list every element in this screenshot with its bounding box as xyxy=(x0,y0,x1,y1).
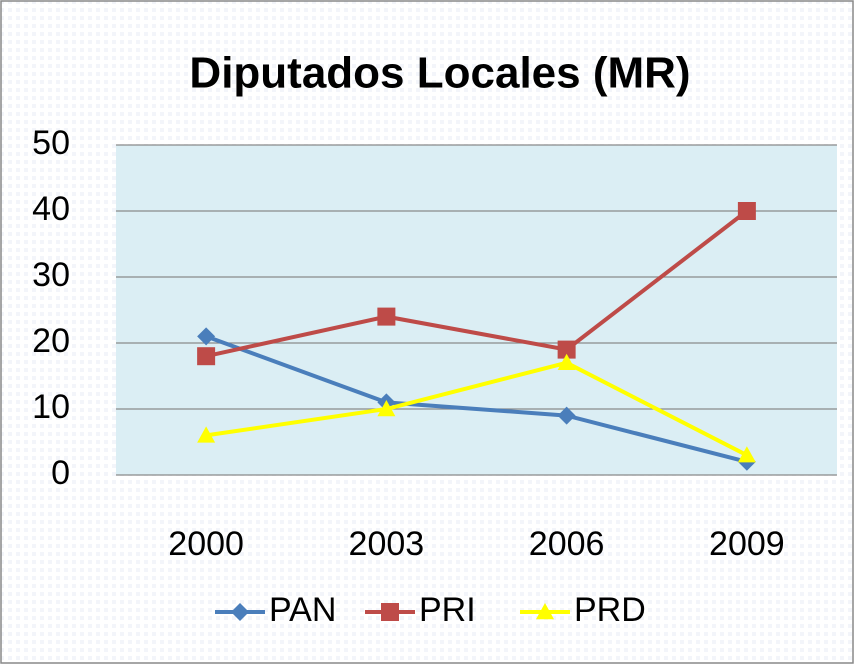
x-tick-label: 2000 xyxy=(168,525,244,563)
x-tick-label: 2009 xyxy=(709,525,785,563)
legend-marker xyxy=(381,603,399,621)
plot-area xyxy=(116,145,837,475)
point-marker xyxy=(737,202,756,220)
legend-marker xyxy=(231,603,249,621)
y-tick-label: 20 xyxy=(32,322,70,360)
series-line xyxy=(205,360,748,457)
series-line xyxy=(205,334,748,464)
legend-label: PRD xyxy=(574,591,646,629)
legend-marker xyxy=(536,603,554,620)
point-marker xyxy=(197,347,216,366)
point-marker xyxy=(557,353,576,370)
point-marker xyxy=(557,340,576,359)
y-tick-label: 30 xyxy=(32,256,70,294)
y-tick-label: 10 xyxy=(32,388,70,426)
legend-label: PRI xyxy=(419,591,476,629)
y-tick-label: 0 xyxy=(51,454,70,492)
series-line xyxy=(205,209,749,359)
point-marker xyxy=(377,307,396,326)
point-marker xyxy=(737,446,756,463)
point-marker xyxy=(557,406,576,425)
point-marker xyxy=(197,426,216,443)
chart-title: Diputados Locales (MR) xyxy=(189,49,690,98)
y-tick-label: 50 xyxy=(32,124,70,162)
point-marker xyxy=(377,400,396,417)
x-tick-label: 2006 xyxy=(529,525,605,563)
legend-label: PAN xyxy=(269,591,336,629)
y-tick-label: 40 xyxy=(32,190,70,228)
point-marker xyxy=(197,327,216,346)
x-tick-label: 2003 xyxy=(349,525,425,563)
